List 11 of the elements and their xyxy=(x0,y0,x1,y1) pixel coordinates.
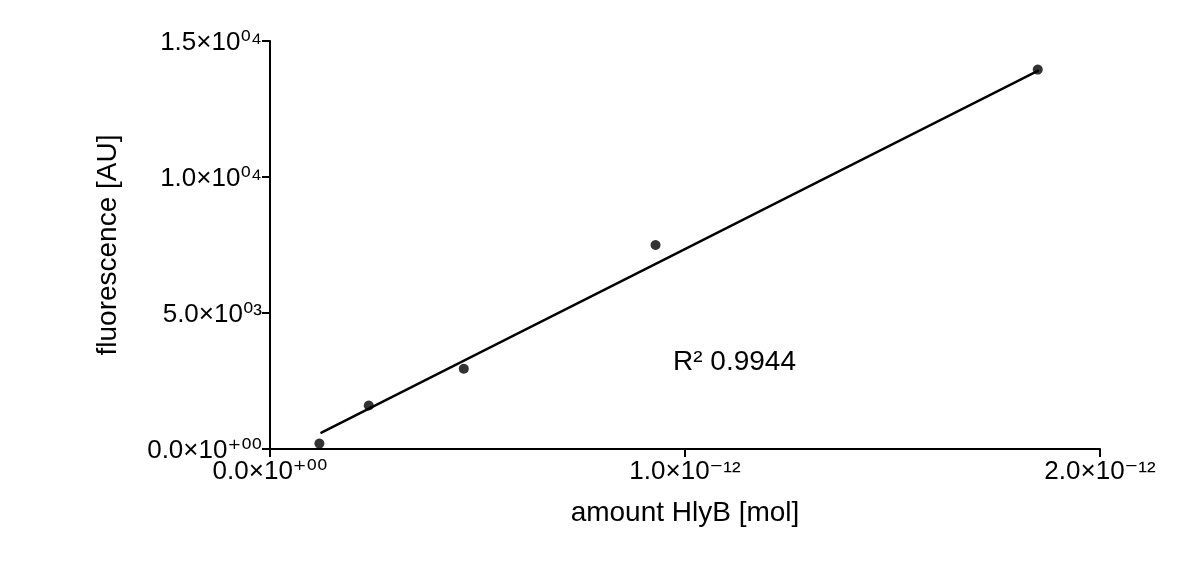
y-axis-title: fluorescence [AU] xyxy=(90,134,122,356)
y-tick-label: 5.0×10⁰³ xyxy=(162,298,263,328)
annotation: R² 0.9944 xyxy=(673,344,796,376)
y-tick-label: 1.5×10⁰⁴ xyxy=(160,26,262,56)
x-tick-label: 2.0×10⁻¹² xyxy=(1044,455,1156,485)
x-axis-title: amount HlyB [mol] xyxy=(570,495,800,527)
point xyxy=(650,240,661,250)
y-tick-label: 1.0×10⁰⁴ xyxy=(160,162,262,192)
point xyxy=(314,438,325,449)
point xyxy=(458,363,469,374)
x-tick-label: 1.0×10⁻¹² xyxy=(629,455,741,485)
